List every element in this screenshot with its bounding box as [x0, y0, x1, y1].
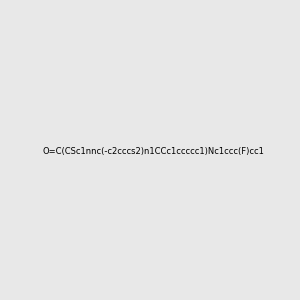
Text: O=C(CSc1nnc(-c2cccs2)n1CCc1ccccc1)Nc1ccc(F)cc1: O=C(CSc1nnc(-c2cccs2)n1CCc1ccccc1)Nc1ccc…: [43, 147, 265, 156]
